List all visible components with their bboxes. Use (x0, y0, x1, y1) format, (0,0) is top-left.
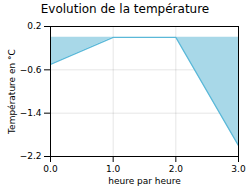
svg-text:3.0: 3.0 (231, 164, 246, 174)
svg-text:1.0: 1.0 (106, 164, 121, 174)
svg-text:Température en °C: Température en °C (7, 49, 17, 135)
svg-text:0.2: 0.2 (27, 21, 41, 31)
svg-text:2.0: 2.0 (169, 164, 184, 174)
svg-text:heure par heure: heure par heure (108, 176, 181, 186)
svg-text:−2.2: −2.2 (20, 151, 42, 161)
html-text:Evolution de la température: Evolution de la température (40, 2, 210, 16)
svg-text:−1.4: −1.4 (20, 108, 42, 118)
svg-text:0.0: 0.0 (43, 164, 58, 174)
svg-text:−0.6: −0.6 (20, 65, 42, 75)
